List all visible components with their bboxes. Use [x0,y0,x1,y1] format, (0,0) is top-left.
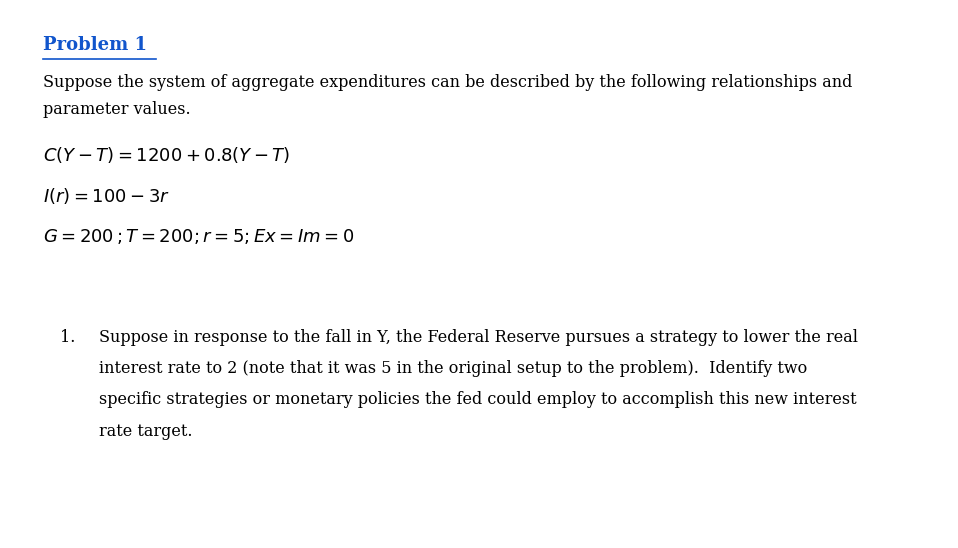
Text: $G = 200\,;T = 200; r = 5; Ex = Im = 0$: $G = 200\,;T = 200; r = 5; Ex = Im = 0$ [43,227,354,247]
Text: rate target.: rate target. [99,423,193,439]
Text: 1.: 1. [60,329,76,346]
Text: specific strategies or monetary policies the fed could employ to accomplish this: specific strategies or monetary policies… [99,391,856,408]
Text: Problem 1: Problem 1 [43,36,148,54]
Text: interest rate to 2 (note that it was 5 in the original setup to the problem).  I: interest rate to 2 (note that it was 5 i… [99,360,807,377]
Text: Suppose in response to the fall in Y, the Federal Reserve pursues a strategy to : Suppose in response to the fall in Y, th… [99,329,857,346]
Text: $I(r) = 100 - 3r$: $I(r) = 100 - 3r$ [43,186,171,206]
Text: $C(Y - T) = 1200 + 0.8(Y - T)$: $C(Y - T) = 1200 + 0.8(Y - T)$ [43,145,290,165]
Text: Suppose the system of aggregate expenditures can be described by the following r: Suppose the system of aggregate expendit… [43,74,853,91]
Text: parameter values.: parameter values. [43,101,191,118]
